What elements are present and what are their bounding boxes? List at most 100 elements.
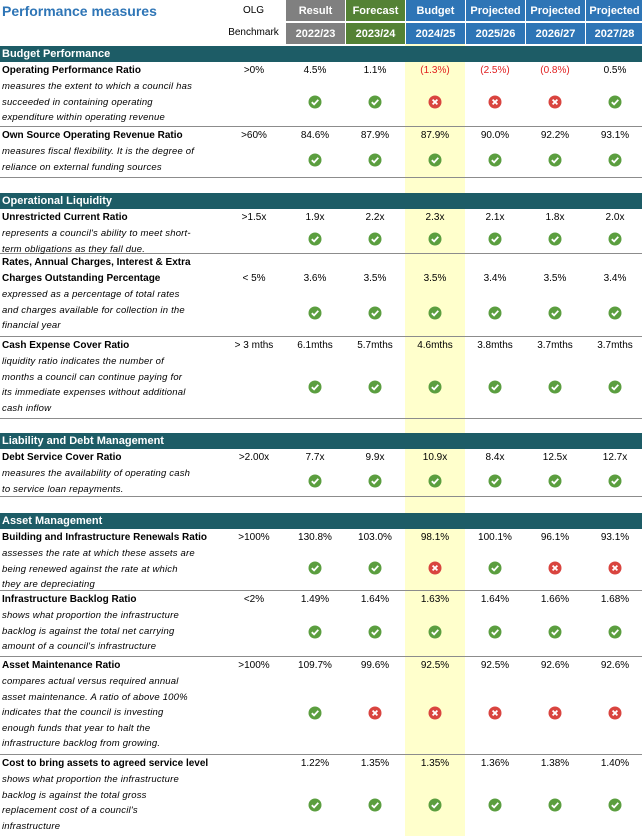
measure-description: shows what proportion the infrastructure [2,774,179,785]
check-icon [608,798,622,812]
column-header: Projected [466,0,525,21]
measure-description: asset maintenance. A ratio of above 100% [2,691,188,703]
column-period: 2027/28 [586,23,642,44]
measure-value: 130.8% [298,532,332,543]
measure-value: 1.66% [540,594,570,605]
cross-icon [428,561,442,575]
measure-name: Unrestricted Current Ratio [2,212,128,223]
cross-icon [368,706,382,720]
check-icon [428,474,442,488]
benchmark-value: > 3 mths [234,340,274,351]
measure-value: 109.7% [298,660,332,671]
measure-value: 92.5% [480,660,510,671]
cross-icon [488,95,502,109]
measure-value: 0.5% [603,65,627,76]
measure-value: 87.9% [360,130,390,141]
check-icon [368,561,382,575]
measure-value: 3.8mths [477,340,513,351]
column-period: 2022/23 [286,23,345,44]
benchmark-value: >0% [243,65,265,76]
measure-value: 5.7mths [357,340,393,351]
measure-description: reliance on external funding sources [2,161,162,173]
check-icon [368,380,382,394]
measure-row: Unrestricted Current Ratio represents a c… [0,210,642,255]
measure-description: backlog is against the total gross [2,789,147,801]
check-icon [488,306,502,320]
check-icon [608,625,622,639]
measure-description: backlog is against the total net carryin… [2,625,175,637]
cross-icon [608,706,622,720]
measure-description: measures the extent to which a council h… [2,81,193,92]
measure-value: 10.9x [422,452,448,463]
check-icon [428,798,442,812]
measure-value: 98.1% [420,532,450,543]
measure-description: expenditure within operating revenue [2,112,165,123]
section-header: Liability and Debt Management [0,433,642,449]
measure-value: 1.36% [480,758,510,769]
measure-description: term obligations as they fall due. [2,243,146,255]
check-icon [308,306,322,320]
measure-value: 1.64% [480,594,510,605]
measure-name: Infrastructure Backlog Ratio [2,594,137,605]
check-icon [488,798,502,812]
check-icon [368,232,382,246]
measure-value: 1.8x [545,212,565,223]
section-header: Budget Performance [0,46,642,62]
measure-value: 4.5% [303,65,327,76]
check-icon [308,95,322,109]
benchmark-value: <2% [243,594,265,605]
measure-row: Asset Maintenance Ratio compares actual v… [0,658,642,755]
measure-value: 90.0% [480,130,510,141]
column-period: 2025/26 [466,23,525,44]
measure-value: (2.5%) [480,65,510,76]
check-icon [368,306,382,320]
benchmark-value: >60% [241,130,267,141]
check-icon [548,232,562,246]
measure-value: 3.6% [303,273,327,284]
check-icon [368,95,382,109]
measure-description: its immediate expenses without additiona… [2,387,186,398]
check-icon [548,474,562,488]
column-period: 2023/24 [346,23,405,44]
measure-description: measures the availability of operating c… [2,468,191,479]
measure-row: Infrastructure Backlog Ratio shows what p… [0,592,642,657]
measure-row: Debt Service Cover Ratio measures the ava… [0,450,642,497]
measure-row: Rates, Annual Charges, Interest & Extra C… [0,255,642,337]
measure-row: Building and Infrastructure Renewals Rat… [0,530,642,591]
measure-value: 9.9x [365,452,385,463]
measure-description: liquidity ratio indicates the number of [2,356,164,367]
measure-value: 1.22% [300,758,330,769]
cross-icon [548,561,562,575]
measure-value: 12.5x [542,452,568,463]
measure-value: 2.2x [365,212,385,223]
cross-icon [428,706,442,720]
measure-description: cash inflow [2,402,52,414]
cross-icon [608,561,622,575]
measure-value: 1.35% [360,758,390,769]
check-icon [308,153,322,167]
check-icon [548,306,562,320]
measure-value: 1.35% [420,758,450,769]
measure-value: 6.1mths [297,340,333,351]
column-header: Forecast [346,0,405,21]
measure-value: 3.5% [423,273,447,284]
measure-value: 12.7x [602,452,628,463]
measure-value: 93.1% [600,532,630,543]
column-period: 2024/25 [406,23,465,44]
measure-value: 100.1% [478,532,512,543]
measure-value: 1.38% [540,758,570,769]
measure-value: 3.7mths [537,340,573,351]
benchmark-value: >100% [238,660,270,671]
column-header: Projected [586,0,642,21]
measure-value: 4.6mths [417,340,453,351]
measure-value: 93.1% [600,130,630,141]
measure-value: 3.5% [363,273,387,284]
check-icon [608,95,622,109]
benchmark-header: Benchmark [228,27,279,38]
check-icon [428,306,442,320]
benchmark-value: < 5% [242,273,266,284]
measure-value: 99.6% [360,660,390,671]
check-icon [368,798,382,812]
measure-value: 92.6% [540,660,570,671]
measure-description: succeeded in containing operating [2,96,153,108]
